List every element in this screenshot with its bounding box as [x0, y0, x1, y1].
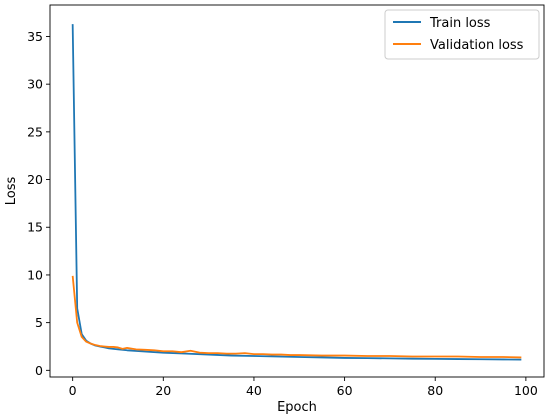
legend-label-train-loss: Train loss [429, 16, 491, 31]
legend: Train loss Validation loss [384, 9, 540, 60]
x-tick-label: 100 [514, 383, 538, 398]
x-axis-label: Epoch [277, 400, 317, 415]
x-tick-label: 0 [69, 383, 77, 398]
legend-box [384, 9, 540, 60]
series-line-validation-loss [71, 275, 522, 359]
x-tick-label: 80 [427, 383, 443, 398]
plot-area-frame [49, 4, 545, 378]
y-tick-label: 30 [27, 77, 43, 92]
y-tick-label: 10 [27, 267, 43, 282]
y-tick-label: 20 [27, 172, 43, 187]
y-axis-label: Loss [4, 177, 19, 206]
x-tick-label: 20 [155, 383, 171, 398]
y-tick-label: 5 [35, 315, 43, 330]
tick-layer: 0 20 40 60 80 100 0 5 10 15 20 25 30 35 [27, 29, 538, 398]
series-layer [71, 24, 522, 361]
x-tick-label: 60 [337, 383, 353, 398]
y-tick-label: 15 [27, 220, 43, 235]
x-tick-label: 40 [246, 383, 262, 398]
legend-label-validation-loss: Validation loss [430, 38, 524, 53]
y-tick-label: 0 [35, 363, 43, 378]
y-tick-label: 25 [27, 124, 43, 139]
y-tick-label: 35 [27, 29, 43, 44]
